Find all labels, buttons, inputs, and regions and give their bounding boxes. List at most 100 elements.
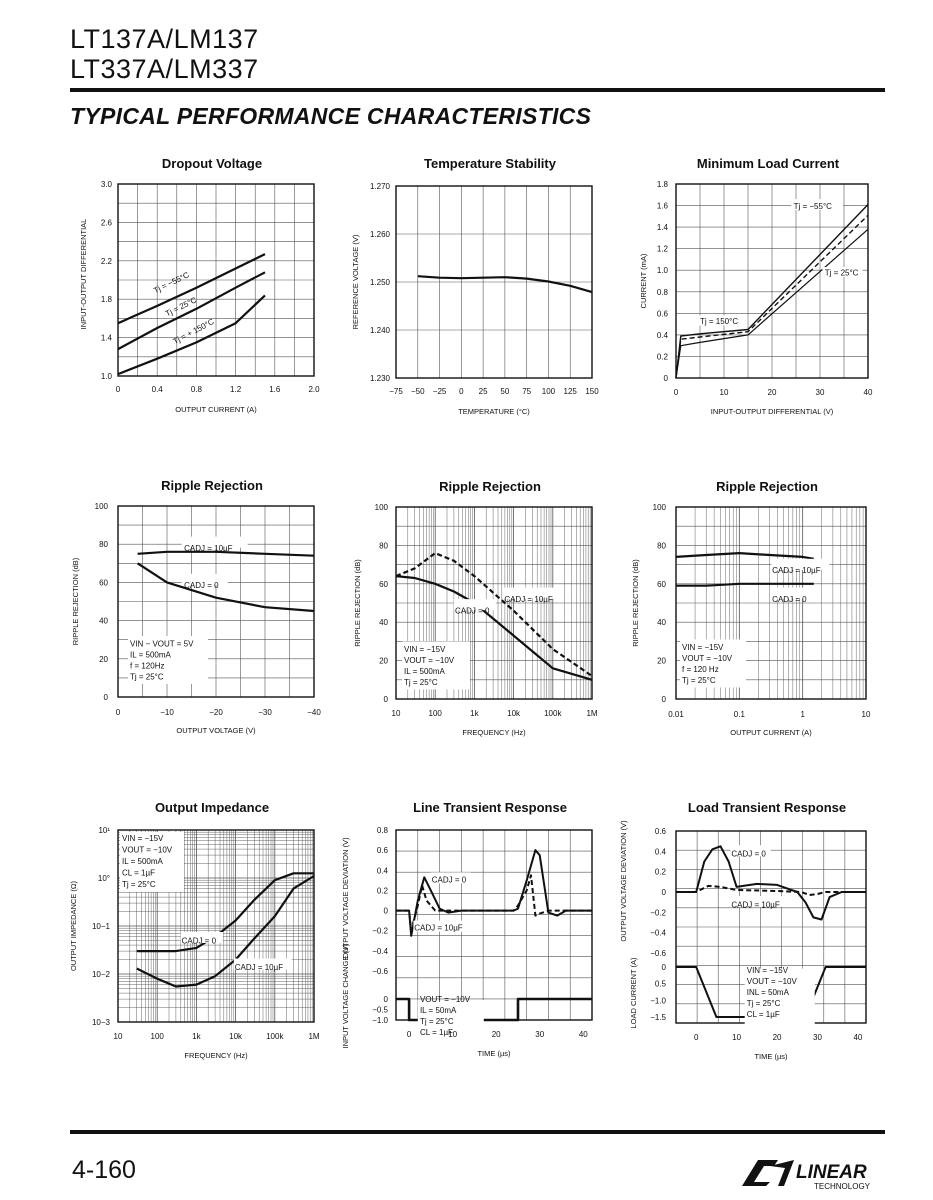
y-tick-label: 2.2 bbox=[101, 257, 113, 266]
condition-label: f = 120Hz bbox=[130, 661, 164, 670]
x-tick-label: 0 bbox=[407, 1030, 412, 1039]
chart-title: Temperature Stability bbox=[424, 156, 557, 171]
lt-logo-mark bbox=[742, 1160, 794, 1186]
y-axis-label: LOAD CURRENT (A) bbox=[629, 957, 638, 1029]
top-rule bbox=[70, 88, 885, 92]
label-bg bbox=[730, 845, 771, 857]
y-tick-label: 20 bbox=[379, 657, 388, 666]
y-tick-label: 2.6 bbox=[101, 218, 113, 227]
x-tick-label: −20 bbox=[209, 708, 223, 717]
y-tick-label: 3.0 bbox=[101, 180, 113, 189]
chart-ripple-rejection-voltage: Ripple Rejection CADJ = 10µF CADJ = 0 VIN −… bbox=[71, 478, 321, 735]
y-tick-label: −0.4 bbox=[372, 947, 388, 956]
x-tick-label: 20 bbox=[773, 1033, 782, 1042]
chart-temperature-stability: Temperature Stability −75 −50 −25 0 25 50 75 100… bbox=[351, 156, 599, 416]
condition-label: CL = 1µF bbox=[420, 1028, 453, 1037]
logo-subtext: TECHNOLOGY bbox=[814, 1182, 871, 1190]
x-tick-label: 125 bbox=[564, 387, 578, 396]
series-line-1 bbox=[137, 562, 315, 613]
y-tick-label: −1.0 bbox=[372, 1016, 388, 1025]
label-bg bbox=[730, 896, 789, 908]
series-label: CADJ = 0 bbox=[184, 581, 219, 590]
y-tick-label: 20 bbox=[657, 657, 666, 666]
y-tick-label: 1.260 bbox=[370, 230, 391, 239]
series-line-0 bbox=[676, 845, 866, 921]
condition-label: VIN = −15V bbox=[122, 834, 164, 843]
y-tick-label: 0.5 bbox=[655, 980, 667, 989]
y-axis-label: OUTPUT IMPEDANCE (Ω) bbox=[69, 880, 78, 971]
label-bg bbox=[181, 536, 248, 548]
y-axis-label: CURRENT (mA) bbox=[639, 253, 648, 308]
series-line-2 bbox=[675, 228, 869, 379]
series-label: CADJ = 0 bbox=[731, 849, 766, 858]
label-bg bbox=[233, 958, 292, 970]
page-number: 4-160 bbox=[72, 1156, 136, 1184]
y-tick-label: −0.4 bbox=[650, 929, 666, 938]
series-line-1 bbox=[395, 575, 593, 681]
series-label: Tj = 25°C bbox=[825, 269, 859, 278]
conditions-bg bbox=[128, 635, 208, 684]
x-tick-label: 40 bbox=[864, 388, 873, 397]
condition-label: VOUT = −10V bbox=[404, 656, 455, 665]
y-axis-label: RIPPLE REJECTION (dB) bbox=[353, 559, 362, 647]
x-tick-label: 100k bbox=[266, 1032, 284, 1041]
part-number-header: LT137A/LM137 LT337A/LM337 bbox=[70, 24, 259, 84]
x-tick-label: 0.4 bbox=[152, 385, 164, 394]
x-tick-label: 0 bbox=[459, 387, 464, 396]
y-axis-label: RIPPLE REJECTION (dB) bbox=[631, 559, 640, 647]
label-bg bbox=[503, 587, 562, 599]
condition-label: IL = 500mA bbox=[130, 650, 172, 659]
chart-title: Minimum Load Current bbox=[697, 156, 840, 171]
y-tick-label: 1.250 bbox=[370, 278, 391, 287]
condition-label: IL = 500mA bbox=[404, 667, 446, 676]
x-tick-label: 1 bbox=[800, 710, 805, 719]
conditions-bg bbox=[417, 1000, 484, 1049]
x-axis-label: FREQUENCY (Hz) bbox=[184, 1051, 248, 1060]
condition-label: IL = 50mA bbox=[420, 1006, 457, 1015]
chart-dropout-voltage: Dropout Voltage Tj = −55°CTj = 25°CTj = +… bbox=[79, 156, 320, 414]
y-tick-label: 0 bbox=[384, 995, 389, 1004]
x-tick-label: 1M bbox=[586, 709, 597, 718]
x-tick-label: 20 bbox=[492, 1030, 501, 1039]
y-tick-label: 100 bbox=[653, 503, 667, 512]
y-tick-label: 40 bbox=[379, 618, 388, 627]
x-tick-label: 30 bbox=[813, 1033, 822, 1042]
condition-label: Tj = 25°C bbox=[130, 672, 164, 681]
x-tick-label: −10 bbox=[160, 708, 174, 717]
y-tick-label: 0 bbox=[664, 374, 669, 383]
label-bg bbox=[430, 872, 471, 884]
series-label: CADJ = 0 bbox=[772, 595, 807, 604]
series-label: CADJ = 10µF bbox=[184, 544, 233, 553]
condition-label: Tj = 25°C bbox=[420, 1017, 454, 1026]
x-tick-label: 1k bbox=[192, 1032, 201, 1041]
conditions-bg bbox=[744, 968, 815, 1025]
y-tick-label: 40 bbox=[657, 618, 666, 627]
y-tick-label: 0.6 bbox=[657, 309, 669, 318]
chart-ripple-rejection-current: Ripple Rejection CADJ = 10µF CADJ = 0 VIN =… bbox=[631, 479, 871, 737]
y-tick-label: −0.5 bbox=[372, 1006, 388, 1015]
x-tick-label: 0 bbox=[116, 708, 121, 717]
condition-label: Tj = 25°C bbox=[747, 999, 781, 1008]
x-tick-label: −40 bbox=[307, 708, 321, 717]
label-bg bbox=[697, 315, 748, 326]
x-tick-label: 1.6 bbox=[269, 385, 281, 394]
x-tick-label: 10 bbox=[720, 388, 729, 397]
x-tick-label: 20 bbox=[768, 388, 777, 397]
plot-frame bbox=[117, 505, 315, 698]
y-tick-label: 0.2 bbox=[655, 868, 667, 877]
condition-label: CL = 1µF bbox=[747, 1010, 780, 1019]
chart-output-impedance: Output Impedance CADJ = 0 CADJ = 10µF VIN =… bbox=[69, 800, 320, 1060]
series-label: CADJ = 10µF bbox=[504, 595, 553, 604]
condition-label: Tj = 25°C bbox=[122, 880, 156, 889]
chart-title: Dropout Voltage bbox=[162, 156, 262, 171]
series-label: CADJ = 10µF bbox=[772, 566, 821, 575]
x-tick-label: 10k bbox=[229, 1032, 243, 1041]
y-tick-label: 60 bbox=[99, 578, 108, 587]
x-tick-label: 25 bbox=[479, 387, 488, 396]
series-line-1 bbox=[676, 884, 866, 896]
y-tick-label: −1.5 bbox=[650, 1013, 666, 1022]
y-tick-label: 1.0 bbox=[657, 266, 669, 275]
section-title: TYPICAL PERFORMANCE CHARACTERISTICS bbox=[70, 103, 592, 129]
y-tick-label: 0.2 bbox=[657, 352, 669, 361]
